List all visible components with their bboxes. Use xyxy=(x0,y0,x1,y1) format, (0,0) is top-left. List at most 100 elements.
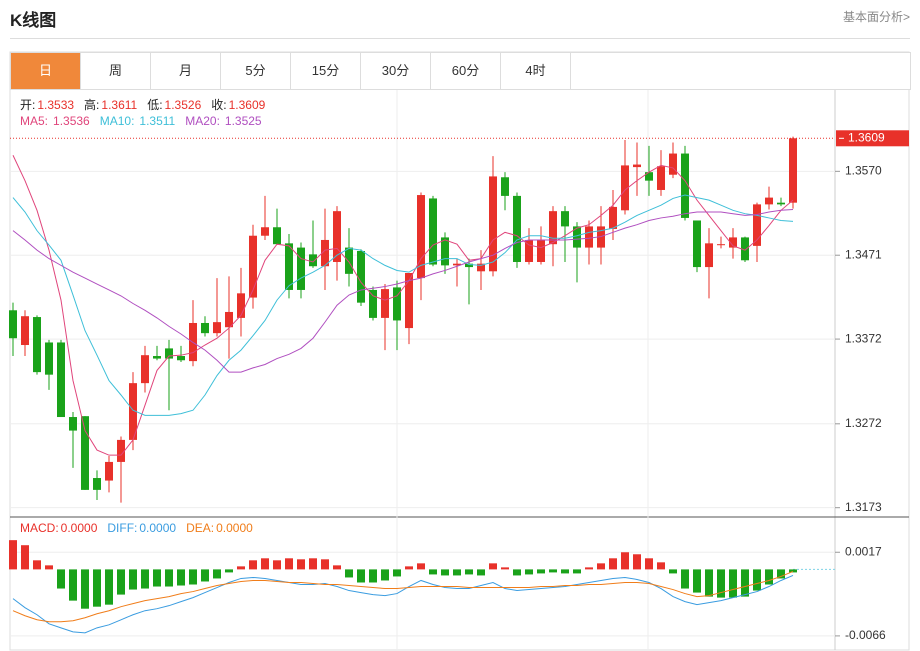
macd-bar xyxy=(129,569,137,590)
macd-bar xyxy=(285,558,293,570)
legend-name: MA20: xyxy=(185,114,220,128)
candle-body xyxy=(9,310,17,339)
tab[interactable]: 30分 xyxy=(361,53,431,89)
candle-body xyxy=(717,244,725,246)
macd-bar xyxy=(93,569,101,607)
macd-bar xyxy=(345,569,353,578)
macd-bar xyxy=(465,569,473,575)
macd-bar xyxy=(609,558,617,570)
macd-bar xyxy=(585,567,593,570)
macd-bar xyxy=(381,569,389,581)
candle-body xyxy=(669,153,677,175)
candle-body xyxy=(513,195,521,262)
macd-bar xyxy=(501,567,509,570)
macd-bar xyxy=(81,569,89,609)
candle-body xyxy=(729,237,737,248)
info-label: 开: xyxy=(20,98,36,112)
macd-bar xyxy=(201,569,209,582)
ma-line xyxy=(12,155,794,456)
candle-body xyxy=(237,293,245,318)
candle-body xyxy=(489,176,497,272)
macd-bar xyxy=(309,558,317,570)
tab-bar: 日周月 5分 15分 30分 60分 4时 xyxy=(10,52,911,90)
macd-bar xyxy=(777,569,785,579)
candle-body xyxy=(153,356,161,359)
tab[interactable]: 周 xyxy=(81,53,151,89)
ma-line xyxy=(12,194,794,416)
tab[interactable]: 60分 xyxy=(431,53,501,89)
header-divider xyxy=(10,38,910,39)
info-item: 低: 1.3526 xyxy=(147,98,203,112)
candle-body xyxy=(105,461,113,481)
candle-body xyxy=(225,311,233,328)
info-item: 开: 1.3533 xyxy=(20,98,76,112)
info-label: 收: xyxy=(211,98,227,112)
macd-bar xyxy=(549,569,557,573)
macd-bar xyxy=(333,565,341,570)
legend-name: MA5: xyxy=(20,114,49,128)
info-label: 低: xyxy=(147,98,163,112)
candle-body xyxy=(357,250,365,303)
tab[interactable]: 日 xyxy=(11,53,81,89)
candle-body xyxy=(645,172,653,181)
info-label: 高: xyxy=(84,98,100,112)
candle-body xyxy=(753,204,761,246)
legend-name: MACD: xyxy=(20,521,59,535)
macd-bar xyxy=(189,569,197,585)
legend-value: 1.3525 xyxy=(224,114,262,128)
legend-item: MACD: 0.0000 xyxy=(20,521,99,535)
macd-bar xyxy=(789,569,797,573)
fundamental-link[interactable]: 基本面分析> xyxy=(842,10,910,24)
legend-value: 0.0000 xyxy=(139,521,177,535)
y-tick-label: 1.3272 xyxy=(845,416,882,430)
macd-bar xyxy=(225,569,233,573)
candle-body xyxy=(633,164,641,168)
candle-body xyxy=(69,417,77,431)
candle-body xyxy=(33,317,41,373)
candle-body xyxy=(477,263,485,272)
candle-body xyxy=(309,254,317,267)
candle-body xyxy=(621,165,629,211)
legend-value: 1.3536 xyxy=(53,114,90,128)
macd-bar xyxy=(561,569,569,574)
candle-body xyxy=(573,226,581,248)
ohlc-info: 开: 1.3533 高: 1.3611 低: 1.3526 收: 1.3609 xyxy=(20,96,275,113)
tab[interactable]: 4时 xyxy=(501,53,571,89)
y-tick-label: 1.3372 xyxy=(845,331,882,345)
legend-name: MA10: xyxy=(99,114,135,128)
legend-item: MA20: 1.3525 xyxy=(185,114,263,128)
candle-body xyxy=(429,198,437,265)
candle-body xyxy=(501,177,509,196)
macd-legend: MACD: 0.0000 DIFF: 0.0000 DEA: 0.0000 xyxy=(20,521,263,535)
macd-bar xyxy=(717,569,725,598)
tab[interactable]: 5分 xyxy=(221,53,291,89)
ma-legend: MA5: 1.3536 MA10: 1.3511 MA20: 1.3525 xyxy=(20,114,272,128)
macd-bar xyxy=(69,569,77,601)
candle-body xyxy=(789,138,797,203)
macd-bar xyxy=(21,545,29,570)
macd-bar xyxy=(417,563,425,570)
macd-bar xyxy=(645,558,653,570)
macd-bar xyxy=(513,569,521,576)
candle-body xyxy=(273,227,281,245)
ma-line xyxy=(12,208,794,373)
macd-bar xyxy=(357,569,365,583)
macd-bar xyxy=(177,569,185,586)
candle-body xyxy=(369,289,377,318)
macd-bar xyxy=(393,569,401,577)
candle-body xyxy=(297,247,305,290)
y-tick-label: 0.0017 xyxy=(845,544,882,558)
macd-bar xyxy=(765,569,773,585)
tab[interactable]: 月 xyxy=(151,53,221,89)
legend-item: DIFF: 0.0000 xyxy=(107,521,178,535)
y-tick-label: 1.3570 xyxy=(845,164,882,178)
macd-bar xyxy=(621,552,629,570)
candle-body xyxy=(657,166,665,190)
candle-body xyxy=(693,220,701,268)
tab[interactable]: 15分 xyxy=(291,53,361,89)
macd-bar xyxy=(573,569,581,574)
candle-body xyxy=(57,342,65,418)
macd-bar xyxy=(741,569,749,597)
candle-body xyxy=(201,322,209,334)
